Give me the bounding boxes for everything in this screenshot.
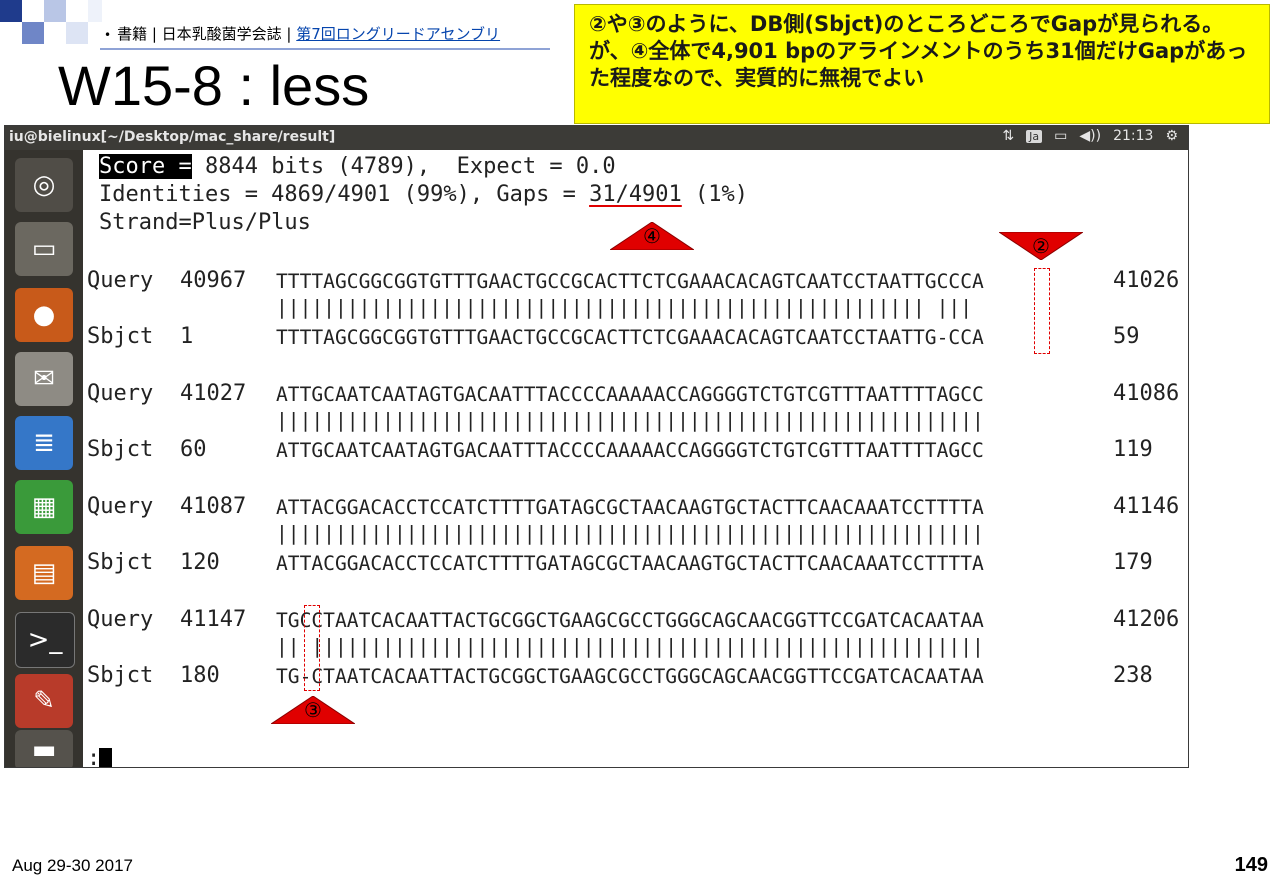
sbjct-label: Sbjct xyxy=(87,550,154,575)
decor-square xyxy=(66,22,88,44)
score-line: Score = 8844 bits (4789), Expect = 0.0 xyxy=(99,154,616,180)
match-line: || |||||||||||||||||||||||||||||||||||||… xyxy=(276,635,984,658)
sbjct-end: 59 xyxy=(1113,324,1140,349)
score-label: Score = xyxy=(99,154,192,179)
ubuntu-dash-icon[interactable]: ◎ xyxy=(15,158,73,212)
query-start: 41147 xyxy=(180,607,247,632)
sbjct-label: Sbjct xyxy=(87,437,154,462)
sbjct-start: 180 xyxy=(180,663,220,688)
terminal-icon[interactable]: >_ xyxy=(15,612,75,668)
marker-4-label: ④ xyxy=(643,224,661,248)
marker-2-label: ② xyxy=(1032,234,1050,258)
breadcrumb-link[interactable]: 第7回ロングリードアセンブリ xyxy=(296,25,501,43)
marker-2-arrow: ② xyxy=(999,232,1083,260)
text-cursor xyxy=(99,748,112,767)
sbjct-end: 119 xyxy=(1113,437,1153,462)
strand-line: Strand=Plus/Plus xyxy=(99,210,311,235)
query-sequence: TGCCTAATCACAATTACTGCGGCTGAAGCGCCTGGGCAGC… xyxy=(276,609,984,632)
clock[interactable]: 21:13 xyxy=(1113,128,1154,144)
query-end: 41086 xyxy=(1113,381,1180,406)
query-start: 41027 xyxy=(180,381,247,406)
query-sequence: ATTACGGACACCTCCATCTTTTGATAGCGCTAACAAGTGC… xyxy=(276,496,984,519)
query-end: 41206 xyxy=(1113,607,1180,632)
decor-square xyxy=(44,0,66,22)
decor-square xyxy=(22,22,44,44)
sbjct-sequence: TTTTAGCGGCGGTGTTTGAACTGCCGCACTTCTCGAAACA… xyxy=(276,326,984,349)
sbjct-sequence: TG-CTAATCACAATTACTGCGGCTGAAGCGCCTGGGCAGC… xyxy=(276,665,984,688)
query-label: Query xyxy=(87,607,154,632)
terminal-output[interactable]: Score = 8844 bits (4789), Expect = 0.0 I… xyxy=(83,150,1188,767)
marker-3-label: ③ xyxy=(304,698,322,722)
sbjct-start: 60 xyxy=(180,437,207,462)
decor-square xyxy=(88,0,102,22)
window-titlebar[interactable]: iu@bielinux[~/Desktop/mac_share/result] … xyxy=(5,126,1188,150)
install-icon[interactable]: ✎ xyxy=(15,674,73,728)
gaps-value: 31/4901 xyxy=(589,182,682,207)
file-manager-icon[interactable]: ▭ xyxy=(15,222,73,276)
settings-gear-icon[interactable]: ⚙ xyxy=(1165,128,1178,144)
sbjct-end: 238 xyxy=(1113,663,1153,688)
match-line: ||||||||||||||||||||||||||||||||||||||||… xyxy=(276,296,972,319)
query-start: 41087 xyxy=(180,494,247,519)
query-label: Query xyxy=(87,381,154,406)
ime-indicator[interactable]: Ja xyxy=(1026,129,1043,143)
gap-highlight-2 xyxy=(1034,268,1050,354)
sbjct-label: Sbjct xyxy=(87,324,154,349)
query-label: Query xyxy=(87,494,154,519)
sbjct-sequence: ATTGCAATCAATAGTGACAATTTACCCCAAAAACCAGGGG… xyxy=(276,439,984,462)
match-line: ||||||||||||||||||||||||||||||||||||||||… xyxy=(276,522,984,545)
window-title: iu@bielinux[~/Desktop/mac_share/result] xyxy=(9,129,336,145)
sbjct-start: 120 xyxy=(180,550,220,575)
title-rule xyxy=(100,48,550,50)
network-icon[interactable]: ⇅ xyxy=(1002,128,1015,144)
battery-icon[interactable]: ▭ xyxy=(1054,128,1068,144)
system-indicators: ⇅ Ja ▭ ◀)) 21:13 ⚙ xyxy=(1002,128,1178,144)
marker-3-arrow: ③ xyxy=(271,696,355,724)
impress-icon[interactable]: ▤ xyxy=(15,546,73,600)
sbjct-label: Sbjct xyxy=(87,663,154,688)
score-value: 8844 bits (4789), Expect = 0.0 xyxy=(191,154,616,179)
less-prompt: : xyxy=(87,746,101,768)
sbjct-sequence: ATTACGGACACCTCCATCTTTTGATAGCGCTAACAAGTGC… xyxy=(276,552,984,575)
identities-pct: (1%) xyxy=(681,182,749,207)
sbjct-end: 179 xyxy=(1113,550,1153,575)
query-label: Query xyxy=(87,268,154,293)
query-end: 41026 xyxy=(1113,268,1180,293)
calc-icon[interactable]: ▦ xyxy=(15,480,73,534)
slide-title: W15-8 : less xyxy=(58,54,370,117)
identities-text: Identities = 4869/4901 (99%), Gaps = xyxy=(99,182,590,207)
decor-square xyxy=(0,0,22,22)
query-sequence: TTTTAGCGGCGGTGTTTGAACTGCCGCACTTCTCGAAACA… xyxy=(276,270,984,293)
breadcrumb-bullet: • xyxy=(104,28,112,42)
trash-icon[interactable]: ▬ xyxy=(15,730,73,767)
firefox-icon[interactable]: ● xyxy=(15,288,73,342)
page-number: 149 xyxy=(1234,854,1268,876)
sbjct-start: 1 xyxy=(180,324,194,349)
writer-icon[interactable]: ≣ xyxy=(15,416,73,470)
query-sequence: ATTGCAATCAATAGTGACAATTTACCCCAAAAACCAGGGG… xyxy=(276,383,984,406)
gap-highlight-3 xyxy=(304,605,320,691)
query-start: 40967 xyxy=(180,268,247,293)
unity-launcher: ◎ ▭ ● ✉ ≣ ▦ ▤ >_ ✎ ▬ xyxy=(5,150,83,767)
breadcrumb-text: 書籍 | 日本乳酸菌学会誌 | xyxy=(117,25,297,43)
terminal-window[interactable]: iu@bielinux[~/Desktop/mac_share/result] … xyxy=(4,125,1189,768)
footer-date: Aug 29-30 2017 xyxy=(12,856,133,875)
query-end: 41146 xyxy=(1113,494,1180,519)
breadcrumb: • 書籍 | 日本乳酸菌学会誌 | 第7回ロングリードアセンブリ xyxy=(104,23,500,44)
callout-note: ②や③のように、DB側(Sbjct)のところどころでGapが見られる。が、④全体… xyxy=(574,4,1270,124)
identities-line: Identities = 4869/4901 (99%), Gaps = 31/… xyxy=(99,182,748,208)
mail-icon[interactable]: ✉ xyxy=(15,352,73,406)
marker-4-arrow: ④ xyxy=(610,222,694,250)
volume-icon[interactable]: ◀)) xyxy=(1079,128,1102,144)
match-line: ||||||||||||||||||||||||||||||||||||||||… xyxy=(276,409,984,432)
